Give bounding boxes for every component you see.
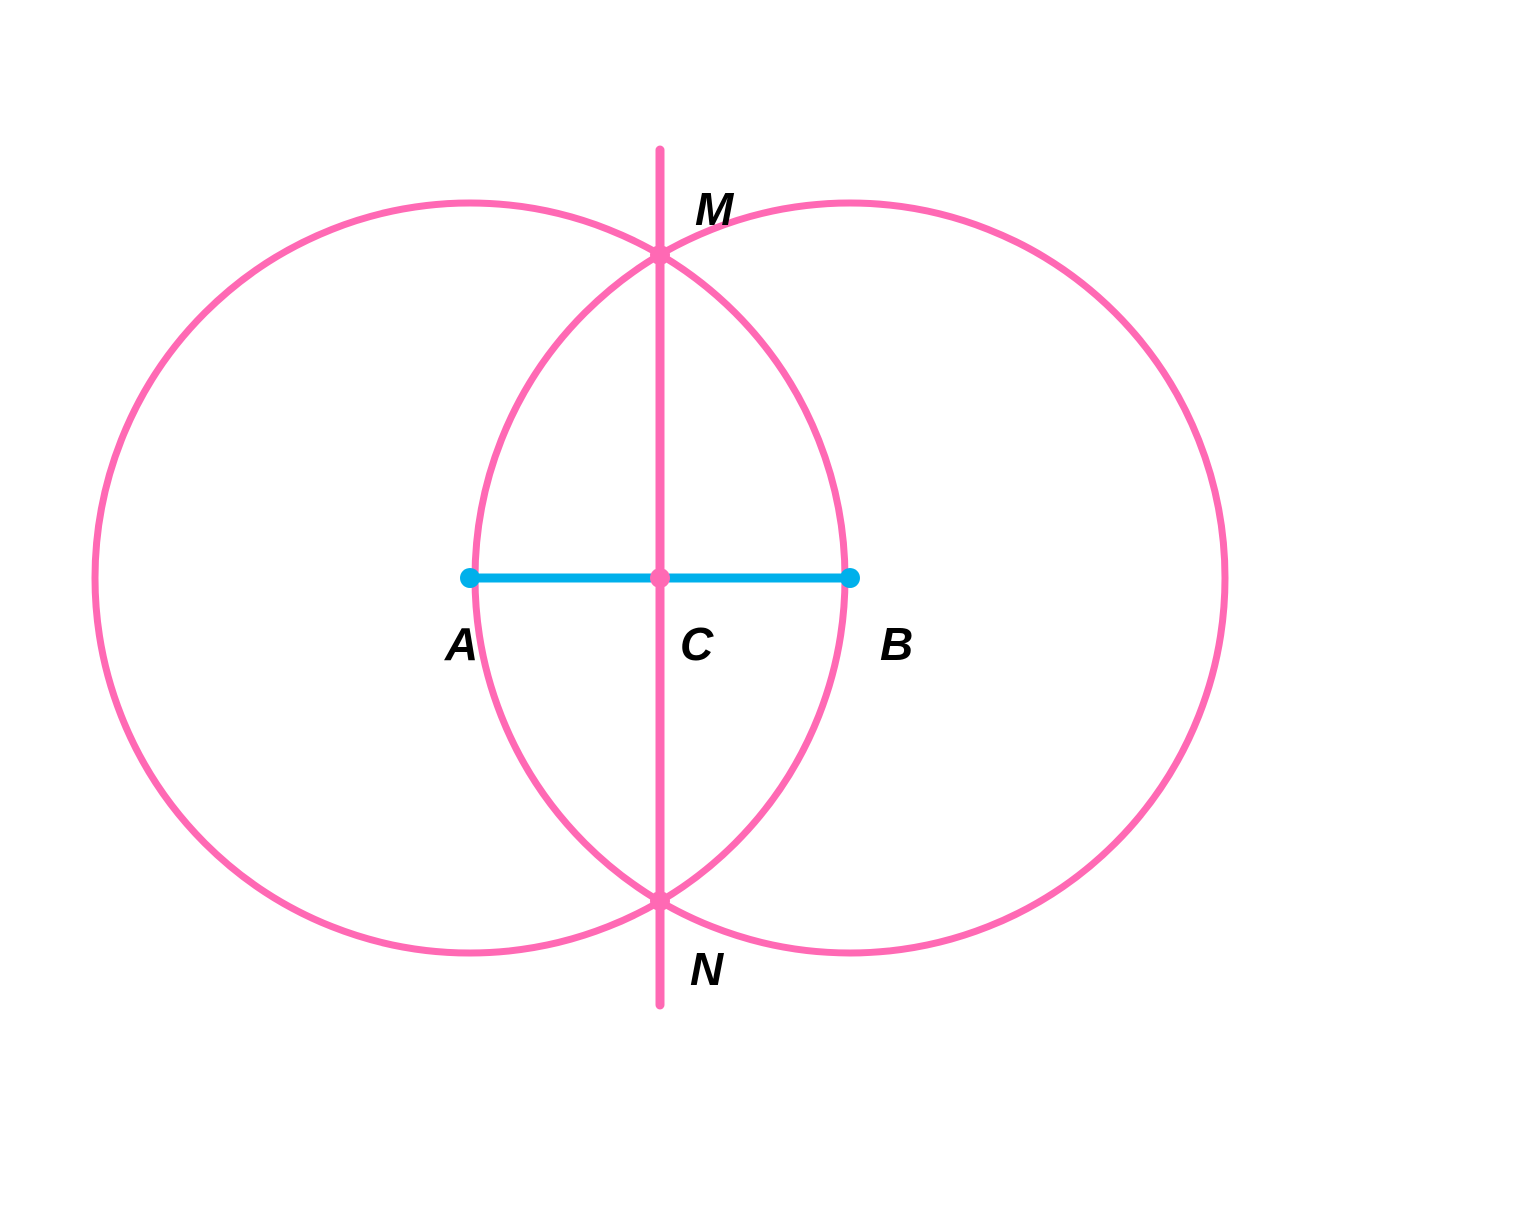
label-m: M [695, 183, 735, 235]
point-b [840, 568, 860, 588]
label-a: A [444, 618, 478, 670]
point-a [460, 568, 480, 588]
label-c: C [680, 618, 714, 670]
point-m [650, 245, 670, 265]
point-c [650, 568, 670, 588]
diagram-background [0, 0, 1536, 1224]
label-n: N [690, 943, 724, 995]
label-b: B [880, 618, 913, 670]
point-n [650, 891, 670, 911]
